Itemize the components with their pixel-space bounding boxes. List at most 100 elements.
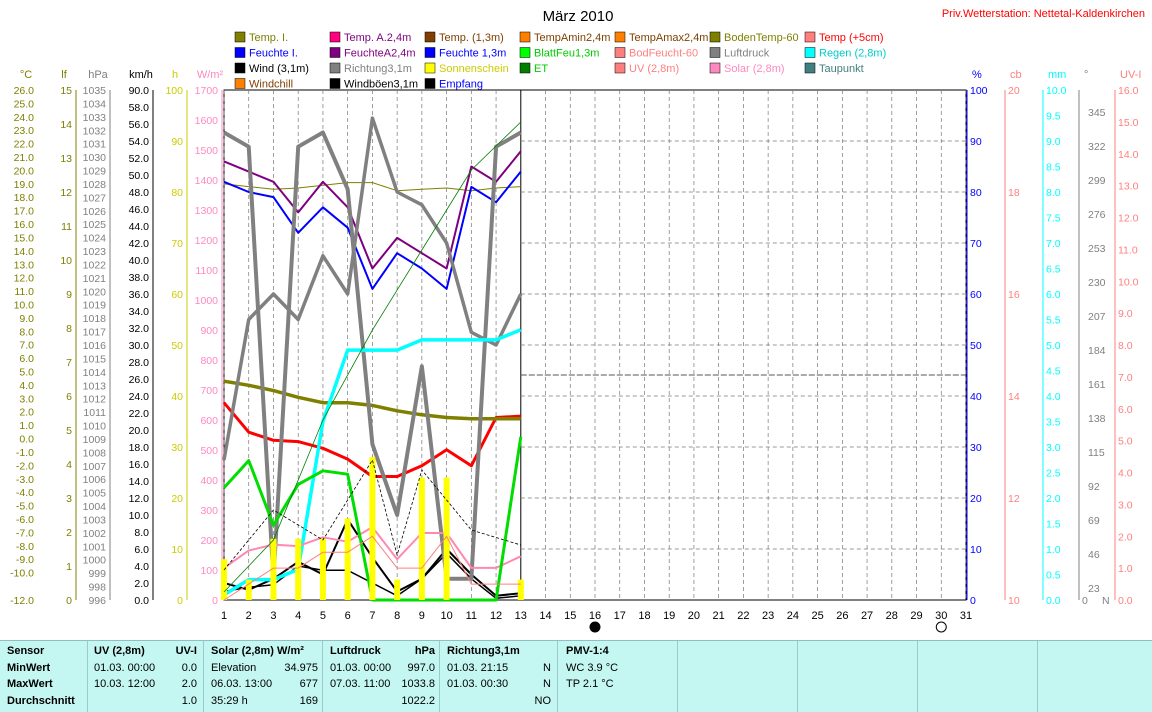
axis-tick-label: 9 [66,289,72,301]
axis-tick-label: 8.0 [19,326,34,338]
table-col-pressure: Luftdruck hPa 01.03. 00:00 997.0 07.03. 11… [323,641,440,712]
axis-unit: °C [20,69,32,81]
axis-tick-label: 100 [970,85,988,97]
axis-tick-label: 70 [970,238,982,250]
table-col-empty [918,641,1038,712]
axis-tick-label: 6.0 [1046,289,1061,301]
axis-tick-label: 3 [66,493,72,505]
new-moon-icon [589,621,601,633]
table-cell: 2.0 [181,678,197,690]
axis-tick-label: 16.0 [1118,85,1139,97]
axis-tick-label: 100 [200,565,218,577]
axis-tick-label: 46 [1088,549,1100,561]
series-feuchtea2-4m [223,150,522,270]
table-col-pmv: PMV-1:4 WC 3.9 °C TP 2.1 °C [558,641,678,712]
sunshine-bar [517,579,524,600]
axis-tick-label: 900 [200,325,218,337]
axis-tick-label: 46.0 [129,204,150,216]
axis-tick-label: 1022 [83,259,107,271]
axis-tick-label: 12.0 [1118,213,1139,225]
legend-swatch [519,31,531,43]
table-header: Luftdruck [330,645,381,657]
axis-tick-label: 8 [66,323,72,335]
axis-tick-label: 1035 [83,85,107,97]
axis-unit: hPa [88,69,108,81]
axis-tick-label: -6.0 [16,514,34,526]
axis-tick-label: 48.0 [129,187,150,199]
axis-tick-label: 4.0 [1118,468,1133,480]
axis-tick-label: 1300 [195,205,219,217]
x-tick-label: 4 [295,610,301,622]
legend-label: TempAmax2,4m [629,32,708,44]
axis-tick-label: 50 [970,340,982,352]
x-tick-label: 2 [246,610,252,622]
axis-tick-label: 10 [1008,595,1020,607]
axis-tick-label: 8.5 [1046,162,1061,174]
axis-tick-label: 1000 [83,555,107,567]
legend-label: Temp. I. [249,32,288,44]
series-uv-2-8m- [223,535,521,601]
axis-tick-label: 21.0 [14,152,35,164]
table-cell: 0.0 [181,662,197,674]
axis-tick-label: 999 [88,568,106,580]
axis-tick-label: 161 [1088,379,1106,391]
table-header-unit: hPa [414,645,435,657]
legend-swatch [804,47,816,58]
axis-tick-label: 700 [200,385,218,397]
axis-unit: UV-I [1120,69,1141,81]
legend-label: Temp (+5cm) [819,32,884,44]
axis-tick-label: 0 [177,595,183,607]
axis-tick-label: 23.0 [14,125,35,137]
legend-label: Richtung3,1m [344,63,412,75]
legend-label: Temp. A.2,4m [344,32,411,44]
legend-label: Feuchte 1,3m [439,48,506,60]
table-header-unit: UV-I [175,645,197,657]
axis-tick-label: 90 [970,136,982,148]
axis-tick-label: 7.5 [1046,213,1061,225]
axis-tick-label: 18 [1008,187,1020,199]
axis-tick-label: 1032 [83,125,107,137]
axis-tick-label: 9.0 [1046,136,1061,148]
axis-tick-label: 14 [1008,391,1020,403]
axis-tick-label: 10 [171,544,183,556]
table-col-uv: UV (2,8m) UV-I 01.03. 00:00 0.0 10.03. 12:… [88,641,204,712]
axis-tick-label: 16.0 [14,219,35,231]
axis-tick-label: 0.0 [1046,595,1061,607]
series-et [223,121,522,593]
legend-label: Luftdruck [724,48,770,60]
station-label: Priv.Wetterstation: Nettetal-Kaldenkirch… [942,8,1145,20]
table-cell: 169 [299,695,318,707]
axis-tick-label: 1.0 [19,420,34,432]
table-cell: 01.03. 00:00 [94,662,156,674]
x-tick-label: 18 [638,610,650,622]
x-tick-label: 17 [614,610,626,622]
sunshine-bar [245,579,252,600]
sunshine-bar [394,579,401,600]
axis-tick-label: 5.0 [1046,340,1061,352]
table-cell: 1.0 [181,695,197,707]
axis-tick-label: 10.0 [14,299,35,311]
axis-tick-label: -4.0 [16,487,34,499]
axis-tick-label: 7.0 [19,340,34,352]
legend-swatch [329,31,341,43]
axis-tick-label: 5.5 [1046,315,1061,327]
x-tick-label: 8 [394,610,400,622]
axis-tick-label: 8.0 [1118,340,1133,352]
axis-tick-label: 0.5 [1046,570,1061,582]
axis-tick-label: 28.0 [129,357,150,369]
axis-tick-label: 1600 [195,115,219,127]
axis-tick-label: 15 [60,85,72,97]
axis-tick-label: 115 [1088,447,1105,459]
axis-tick-label: 0 [66,595,72,607]
table-cell: WC 3.9 °C [566,662,619,674]
axis-tick-label: 1009 [83,434,107,446]
row-label-max: MaxWert [7,678,53,690]
axis-tick-label: 3.0 [1046,442,1061,454]
x-tick-label: 10 [440,610,452,622]
axis-tick-label: 0 [1082,595,1088,607]
x-tick-label: 13 [515,610,527,622]
axis-unit: lf [61,69,67,81]
axis-tick-label: 4.5 [1046,366,1061,378]
axis-tick-label: 11 [61,221,72,233]
axis-tick-label: 1024 [83,233,107,245]
